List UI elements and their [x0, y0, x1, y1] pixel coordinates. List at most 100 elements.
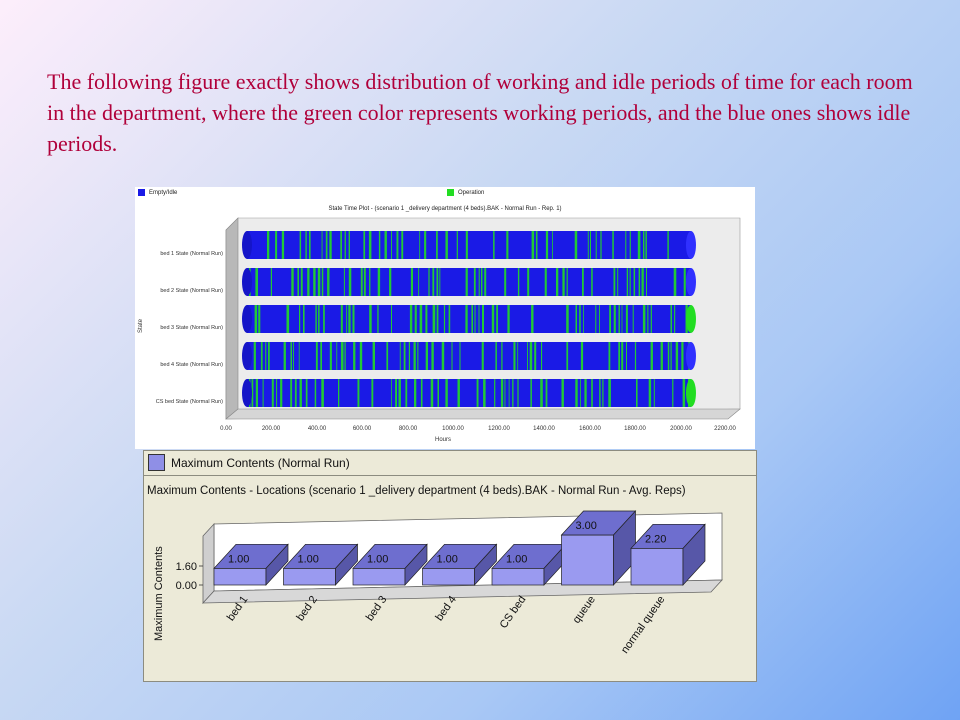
legend-divider — [144, 475, 756, 476]
state-plot-title: State Time Plot - (scenario 1 _delivery … — [328, 206, 562, 212]
operation-stripe — [430, 379, 434, 407]
state-row-cylinder — [242, 268, 696, 296]
bar-side — [335, 543, 358, 586]
operation-stripe — [602, 379, 604, 407]
operation-stripe — [307, 268, 310, 296]
operation-stripe — [617, 268, 619, 296]
operation-stripe — [579, 305, 581, 333]
operation-stripe — [338, 379, 340, 407]
bar-side — [682, 523, 706, 586]
operation-stripe — [561, 379, 564, 407]
operation-stripe — [670, 342, 672, 370]
operation-stripe — [540, 379, 543, 407]
operation-stripe — [409, 305, 413, 333]
operation-stripe — [512, 379, 514, 407]
operation-stripe — [483, 379, 486, 407]
operation-stripe — [303, 305, 305, 333]
operation-stripe — [290, 379, 293, 407]
operation-stripe — [291, 268, 294, 296]
legend-idle: Empty/Idle — [138, 189, 177, 196]
operation-stripe — [646, 268, 647, 296]
operation-stripe — [448, 305, 451, 333]
operation-stripe — [530, 379, 532, 407]
operation-stripe — [395, 379, 397, 407]
operation-stripe — [583, 305, 584, 333]
operation-stripe — [670, 305, 672, 333]
x-tick: 1400.00 — [533, 426, 555, 432]
bar-front — [561, 534, 614, 586]
operation-stripe — [299, 305, 301, 333]
operation-stripe — [419, 305, 423, 333]
operation-stripe — [535, 231, 538, 259]
cylinder-left-cap — [242, 342, 252, 370]
operation-stripe — [650, 342, 653, 370]
operation-stripe — [391, 379, 392, 407]
operation-stripe — [517, 379, 519, 407]
operation-stripe — [391, 305, 392, 333]
operation-stripe — [315, 342, 318, 370]
row-label-cs-bed: CS bed State (Normal Run) — [155, 399, 223, 405]
operation-stripe — [325, 231, 328, 259]
bar-value-label: 2.20 — [645, 533, 666, 545]
operation-stripe — [544, 268, 547, 296]
operation-stripe — [371, 379, 374, 407]
operation-stripe — [398, 379, 401, 407]
operation-stripe — [493, 231, 495, 259]
operation-stripe — [484, 268, 487, 296]
operation-stripe — [414, 305, 417, 333]
operation-stripe — [513, 342, 516, 370]
bar-floor — [202, 579, 723, 604]
idle-band — [247, 379, 691, 407]
x-tick: 400.00 — [307, 426, 327, 432]
operation-stripe — [276, 379, 278, 407]
operation-stripe — [621, 305, 623, 333]
x-tick: 1200.00 — [488, 426, 510, 432]
operation-stripe — [305, 231, 307, 259]
x-tick: 0.00 — [220, 426, 232, 432]
x-tick: 600.00 — [352, 426, 372, 432]
operation-stripe — [425, 342, 428, 370]
category-label: CS bed — [498, 594, 529, 631]
operation-stripe — [441, 342, 445, 370]
state-time-plot: Empty/Idle Operation State Time Plot - (… — [135, 187, 755, 449]
bar-value-label: 1.00 — [437, 553, 458, 565]
operation-stripe — [260, 342, 263, 370]
operation-stripe — [643, 231, 645, 259]
bar-front — [491, 567, 545, 586]
operation-stripe — [517, 268, 520, 296]
operation-stripe — [574, 231, 578, 259]
operation-stripe — [363, 268, 366, 296]
bar-value-label: 3.00 — [576, 520, 597, 532]
category-label: normal queue — [619, 594, 667, 656]
operation-stripe — [459, 342, 461, 370]
plot-side-wall — [225, 217, 239, 420]
operation-stripe — [424, 231, 427, 259]
operation-stripe — [352, 305, 355, 333]
operation-stripe — [552, 231, 553, 259]
operation-stripe — [299, 231, 302, 259]
operation-stripe — [281, 231, 285, 259]
slide-caption: The following figure exactly shows distr… — [47, 69, 913, 156]
operation-stripe — [675, 342, 679, 370]
operation-stripe — [329, 231, 332, 259]
operation-stripe — [531, 231, 535, 259]
operation-stripe — [591, 379, 593, 407]
operation-stripe — [298, 342, 300, 370]
operation-stripe — [318, 305, 320, 333]
bar-side — [474, 543, 497, 586]
operation-stripe — [626, 268, 629, 296]
operation-stripe — [618, 305, 620, 333]
operation-stripe — [683, 268, 686, 296]
operation-stripe — [293, 342, 294, 370]
operation-stripe — [590, 231, 591, 259]
operation-stripe — [545, 379, 548, 407]
operation-stripe — [343, 268, 345, 296]
cylinder-left-cap — [242, 305, 252, 333]
operation-stripe — [436, 231, 438, 259]
operation-stripe — [286, 305, 290, 333]
operation-stripe — [496, 305, 498, 333]
legend-operation-swatch — [447, 189, 454, 196]
operation-stripe — [280, 379, 283, 407]
operation-stripe — [443, 305, 446, 333]
x-tick: 200.00 — [261, 426, 281, 432]
